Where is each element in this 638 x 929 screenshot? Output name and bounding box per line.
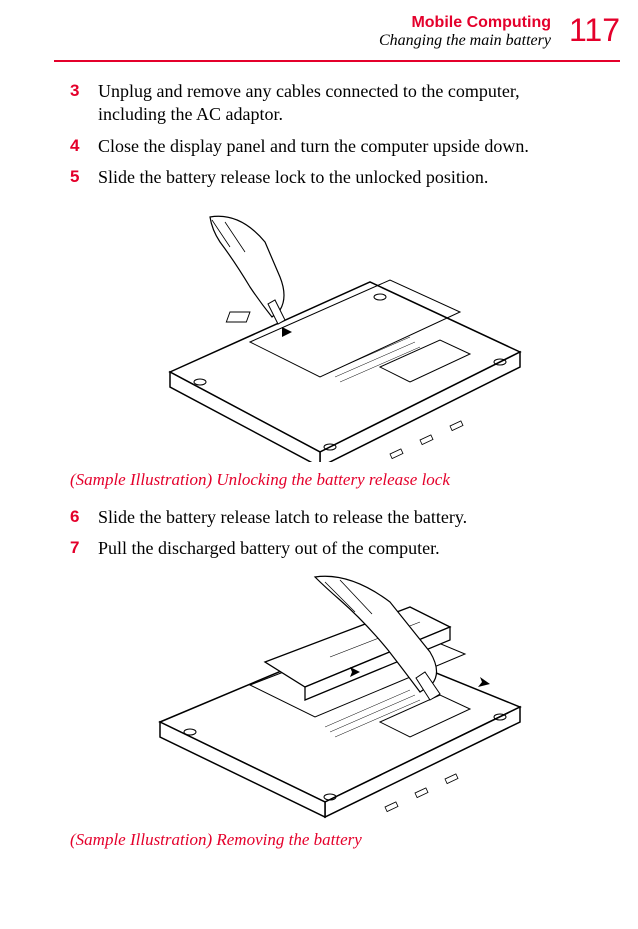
- step-number: 3: [70, 80, 98, 127]
- illustration-caption-2: (Sample Illustration) Removing the batte…: [70, 830, 590, 850]
- page-header: Mobile Computing Changing the main batte…: [0, 0, 638, 58]
- step-text: Unplug and remove any cables connected t…: [98, 80, 590, 127]
- header-subtitle: Changing the main battery: [379, 32, 551, 50]
- step-7: 7 Pull the discharged battery out of the…: [70, 537, 590, 560]
- page-number: 117: [569, 14, 620, 46]
- step-6: 6 Slide the battery release latch to rel…: [70, 506, 590, 529]
- step-number: 5: [70, 166, 98, 189]
- step-text: Slide the battery release lock to the un…: [98, 166, 590, 189]
- step-number: 7: [70, 537, 98, 560]
- illustration-unlock-battery: [70, 202, 590, 462]
- step-number: 6: [70, 506, 98, 529]
- step-number: 4: [70, 135, 98, 158]
- step-text: Pull the discharged battery out of the c…: [98, 537, 590, 560]
- laptop-remove-battery-illustration: [130, 572, 530, 822]
- page: Mobile Computing Changing the main batte…: [0, 0, 638, 929]
- header-text-block: Mobile Computing Changing the main batte…: [379, 14, 551, 50]
- step-text: Slide the battery release latch to relea…: [98, 506, 590, 529]
- illustration-caption-1: (Sample Illustration) Unlocking the batt…: [70, 470, 590, 490]
- step-text: Close the display panel and turn the com…: [98, 135, 590, 158]
- header-title: Mobile Computing: [379, 14, 551, 32]
- page-content: 3 Unplug and remove any cables connected…: [0, 62, 638, 850]
- illustration-remove-battery: [70, 572, 590, 822]
- step-3: 3 Unplug and remove any cables connected…: [70, 80, 590, 127]
- step-5: 5 Slide the battery release lock to the …: [70, 166, 590, 189]
- step-4: 4 Close the display panel and turn the c…: [70, 135, 590, 158]
- laptop-unlock-illustration: [130, 202, 530, 462]
